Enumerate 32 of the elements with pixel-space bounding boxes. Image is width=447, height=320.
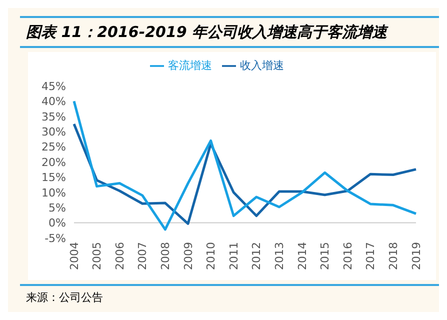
y-tick-label: 5% xyxy=(48,202,66,215)
x-tick-label: 2014 xyxy=(296,242,309,270)
y-tick-label: 25% xyxy=(42,140,66,154)
x-tick-label: 2005 xyxy=(90,242,104,270)
x-tick-label: 2017 xyxy=(364,242,378,270)
legend-label: 收入增速 xyxy=(240,59,284,72)
x-tick-label: 2016 xyxy=(341,242,354,270)
x-tick-label: 2006 xyxy=(113,242,126,270)
y-tick-label: 45% xyxy=(42,80,66,93)
x-tick-label: 2013 xyxy=(273,242,286,270)
x-tick-label: 2018 xyxy=(387,242,400,270)
x-tick-label: 2015 xyxy=(318,242,332,270)
y-tick-label: 0% xyxy=(48,216,66,230)
y-tick-label: -5% xyxy=(44,232,66,245)
x-tick-label: 2008 xyxy=(159,242,172,270)
legend-label: 客流增速 xyxy=(168,59,212,72)
y-tick-label: 20% xyxy=(42,156,66,169)
x-tick-label: 2009 xyxy=(182,242,195,270)
source-note: 来源：公司公告 xyxy=(26,290,104,305)
y-tick-label: 15% xyxy=(42,171,66,184)
y-tick-label: 30% xyxy=(42,126,66,139)
x-tick-label: 2011 xyxy=(227,242,240,270)
x-tick-label: 2012 xyxy=(250,242,264,270)
x-tick-label: 2019 xyxy=(410,242,423,270)
y-tick-label: 10% xyxy=(42,186,66,200)
x-tick-label: 2010 xyxy=(204,242,218,270)
y-tick-label: 35% xyxy=(42,110,66,124)
y-tick-label: 40% xyxy=(42,95,66,108)
x-tick-label: 2007 xyxy=(136,242,150,270)
x-tick-label: 2004 xyxy=(68,242,81,270)
chart-title: 图表 11：2016-2019 年公司收入增速高于客流增速 xyxy=(20,16,439,48)
line-series xyxy=(72,100,418,231)
